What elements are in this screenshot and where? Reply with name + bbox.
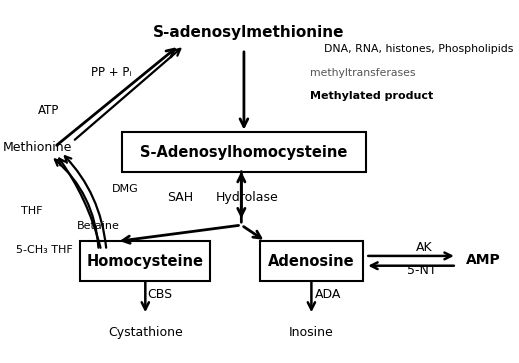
Text: S-Adenosylhomocysteine: S-Adenosylhomocysteine: [140, 145, 348, 160]
FancyArrowPatch shape: [59, 159, 101, 248]
Text: SAH: SAH: [168, 191, 194, 204]
FancyBboxPatch shape: [260, 241, 363, 281]
Text: CBS: CBS: [147, 287, 172, 301]
FancyArrowPatch shape: [75, 49, 180, 140]
FancyArrowPatch shape: [55, 159, 99, 248]
Text: Cystathione: Cystathione: [108, 326, 183, 339]
Text: methyltransferases: methyltransferases: [310, 68, 415, 78]
Text: Inosine: Inosine: [289, 326, 334, 339]
Text: PP + Pᵢ: PP + Pᵢ: [91, 66, 132, 79]
Text: ADA: ADA: [315, 287, 342, 301]
FancyArrowPatch shape: [57, 49, 174, 145]
FancyBboxPatch shape: [80, 241, 210, 281]
FancyArrowPatch shape: [65, 156, 106, 248]
Text: AMP: AMP: [466, 253, 501, 266]
Text: 5-NT: 5-NT: [407, 264, 437, 277]
Text: AK: AK: [416, 241, 432, 254]
Text: DMG: DMG: [112, 184, 139, 195]
Text: Homocysteine: Homocysteine: [87, 254, 204, 269]
Text: Hydrolase: Hydrolase: [215, 191, 278, 204]
Text: Methionine: Methionine: [3, 140, 72, 154]
FancyBboxPatch shape: [122, 132, 366, 172]
Text: ATP: ATP: [38, 104, 59, 117]
Text: Adenosine: Adenosine: [268, 254, 354, 269]
Text: Betaine: Betaine: [77, 221, 120, 231]
Text: Methylated product: Methylated product: [310, 91, 433, 101]
Text: THF: THF: [21, 205, 42, 216]
Text: S-adenosylmethionine: S-adenosylmethionine: [154, 25, 345, 40]
Text: 5-CH₃ THF: 5-CH₃ THF: [16, 245, 72, 256]
Text: DNA, RNA, histones, Phospholipids: DNA, RNA, histones, Phospholipids: [324, 44, 514, 54]
